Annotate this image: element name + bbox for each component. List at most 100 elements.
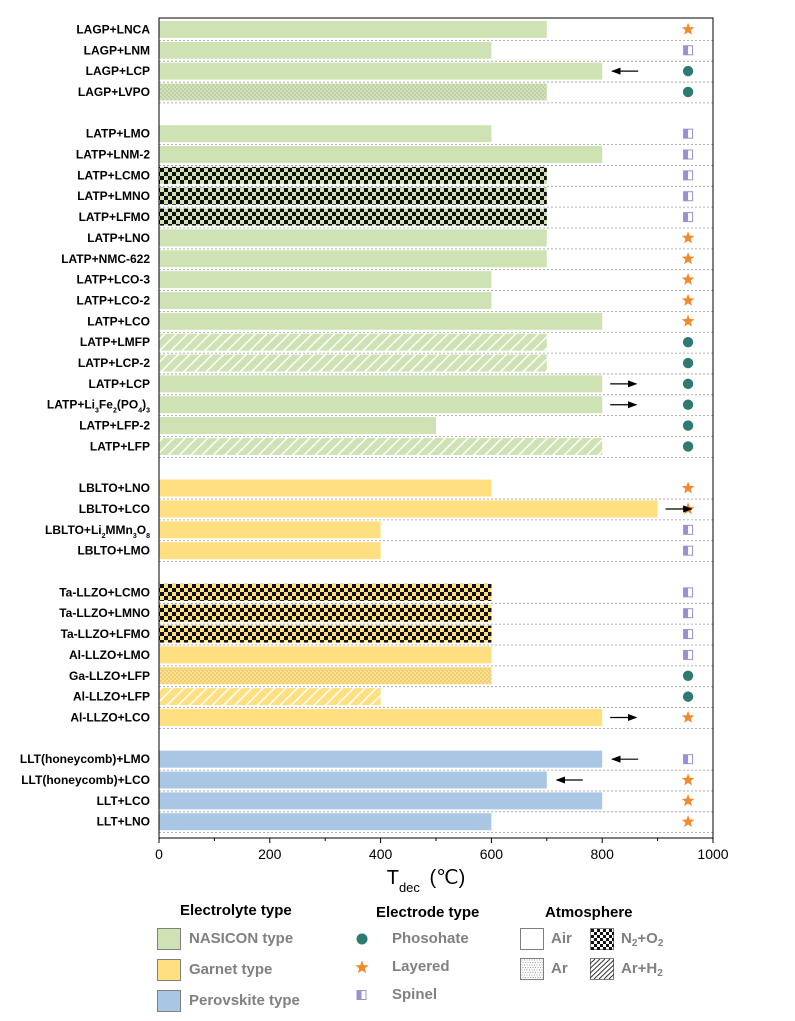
category-label: LBLTO+LMO [77,544,150,558]
spinel-marker [683,629,694,640]
category-label: LATP+LCO-3 [77,273,151,287]
bar-pattern-arh2 [159,354,547,372]
spinel-marker [683,149,694,160]
bar-pattern-n2o2 [159,208,547,226]
separator-lines [159,39,713,834]
bar-pattern-n2o2 [159,604,492,622]
phosphate-marker [682,357,694,369]
electrode-markers [681,22,695,828]
spinel-marker [683,128,694,139]
category-label: LAGP+LNM [84,43,150,57]
bar [159,312,603,330]
layered-marker [681,815,695,828]
category-label: LAGP+LVPO [78,85,150,99]
layered-marker [681,22,695,35]
category-label: LATP+LCP [89,377,150,391]
layered-marker [681,794,695,807]
layered-marker [681,252,695,265]
bar [159,271,492,289]
bar [159,20,547,38]
category-label: Ga-LLZO+LFP [69,669,150,683]
bar [159,62,603,80]
spinel-marker [683,524,694,535]
bar [159,646,492,664]
layered-marker [681,314,695,327]
category-label: LATP+LCO [87,314,150,328]
x-tick-label: 800 [591,846,615,862]
bar-pattern-arh2 [159,333,547,351]
category-label: LATP+LMO [86,127,150,141]
bar [159,708,603,726]
category-label: LLT(honeycomb)+LCO [21,773,150,787]
spinel-marker [683,608,694,619]
category-label: LATP+Li3Fe2(PO4)3 [47,398,150,415]
bar [159,750,603,768]
category-label: LLT(honeycomb)+LMO [20,752,150,766]
spinel-marker [683,212,694,223]
bar-pattern-arh2 [159,688,381,706]
bar [159,417,436,435]
category-labels: LAGP+LNCA LAGP+LNM LAGP+LCP LAGP+LVPO LATP+L… [20,22,150,828]
phosphate-marker [682,420,694,431]
phosphate-marker [682,336,694,348]
bar [159,41,492,59]
category-label: LATP+LFP-2 [79,419,150,433]
category-label: LBLTO+Li2MMn3O8 [45,523,150,540]
category-label: LATP+LNM-2 [76,148,150,162]
bar-pattern-arh2 [159,437,603,455]
category-label: Al-LLZO+LMO [69,648,150,662]
spinel-marker [683,649,694,660]
phosphate-marker [682,691,694,702]
bar [159,229,547,247]
category-label: LATP+LNO [87,231,150,245]
bar-pattern-n2o2 [159,166,547,184]
phosphate-marker [682,86,694,98]
category-label: Ta-LLZO+LFMO [61,627,150,641]
layered-marker [681,273,695,285]
bar [159,250,547,268]
layered-marker [681,481,695,494]
phosphate-marker [682,399,694,410]
category-label: LATP+LCO-2 [77,293,151,307]
category-label: LATP+LCP-2 [78,356,150,370]
phosphate-marker [682,65,694,77]
category-label: LATP+NMC-622 [61,252,150,266]
category-label: LAGP+LCP [86,64,150,78]
bar [159,521,381,539]
category-label: LBLTO+LCO [79,502,150,516]
category-label: LLT+LCO [97,794,150,808]
category-label: LATP+LMNO [77,189,150,203]
bar [159,146,603,164]
spinel-marker [683,45,694,56]
category-label: LATP+LFMO [79,210,150,224]
x-tick-label: 1000 [697,846,728,862]
bar [159,125,492,143]
bar [159,792,603,810]
layered-marker [681,293,695,306]
category-label: LLT+LNO [97,815,150,829]
bar [159,291,492,309]
phosphate-marker [682,441,694,452]
category-label: Ta-LLZO+LMNO [59,606,150,620]
category-label: Al-LLZO+LFP [73,690,150,704]
arrows [555,67,693,784]
x-tick-label: 200 [258,846,282,862]
bar [159,479,492,497]
layered-marker [681,231,695,244]
bar [159,771,547,789]
bar-pattern-ar [159,667,492,685]
bar [159,375,603,393]
spinel-marker [683,545,694,556]
bar [159,542,381,560]
bars [159,20,658,831]
category-label: LAGP+LNCA [76,22,150,36]
layered-marker [681,773,695,786]
category-label: Ta-LLZO+LCMO [59,585,150,599]
bar [159,396,603,414]
x-axis-label: Tdec (℃) [387,867,466,895]
bar [159,500,658,518]
phosphate-marker [682,670,694,681]
x-tick-label: 600 [480,846,504,862]
spinel-marker [683,587,694,598]
